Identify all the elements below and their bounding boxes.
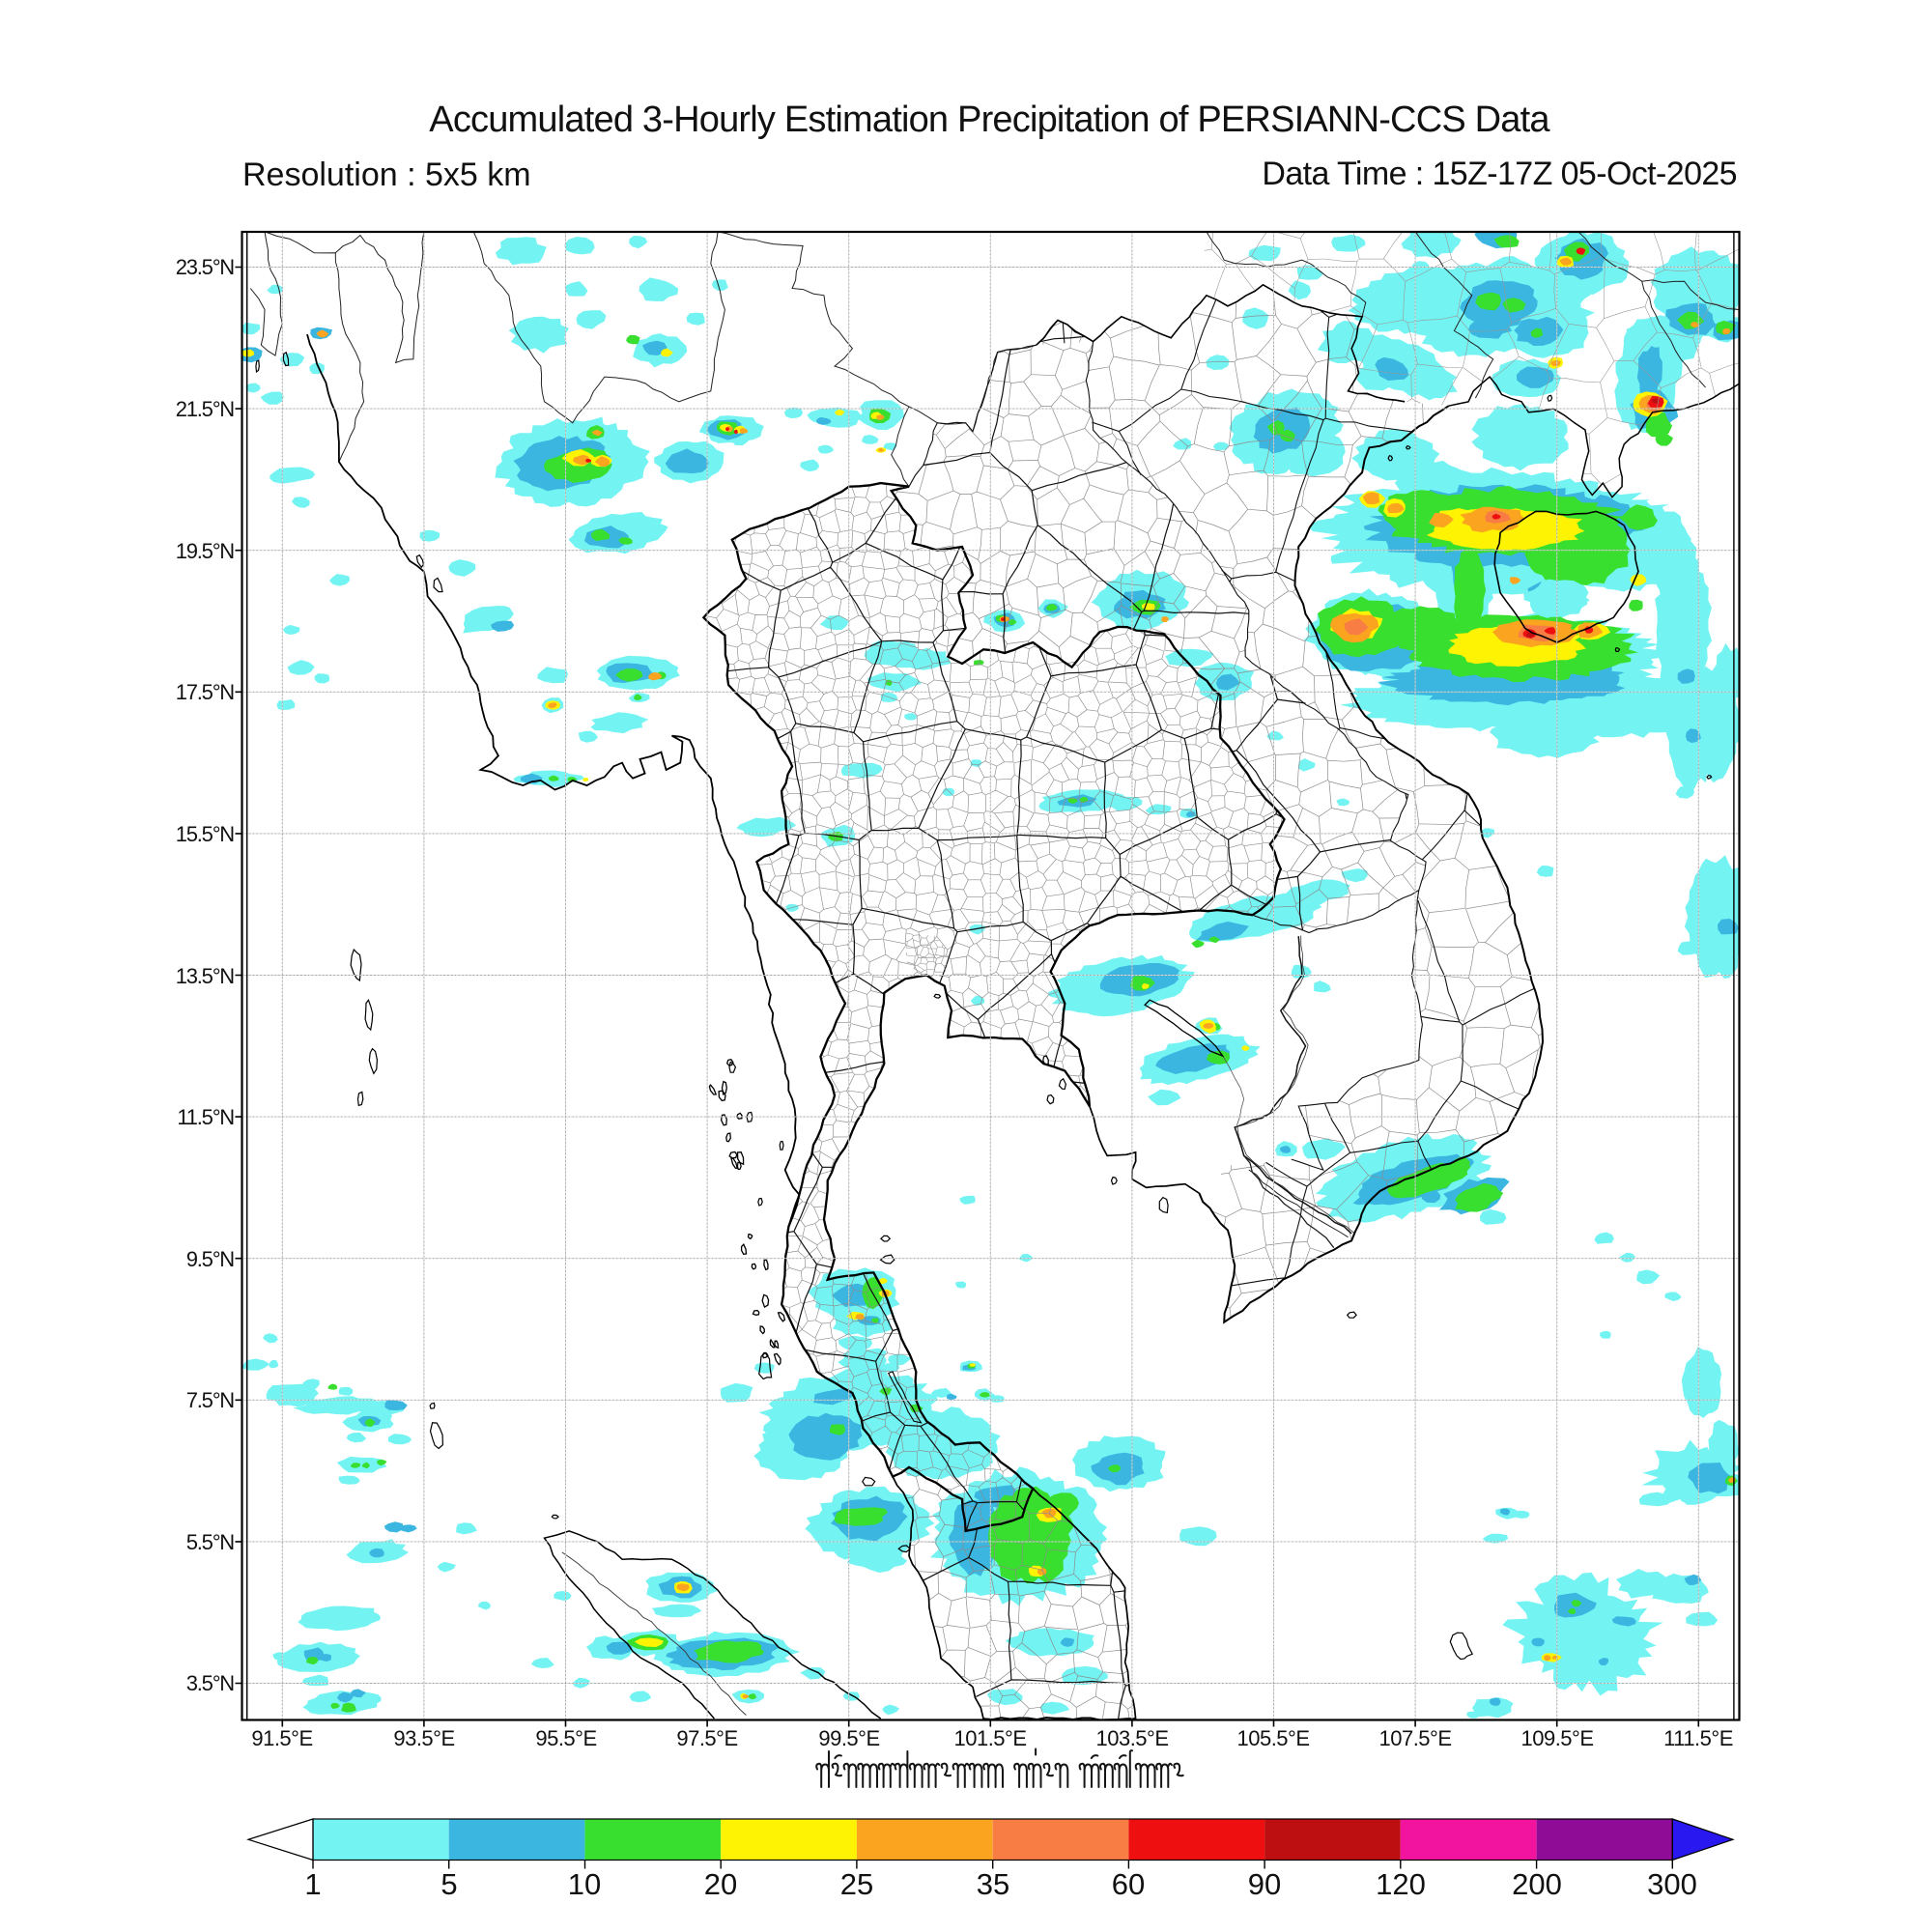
svg-text:90: 90 [1248, 1867, 1281, 1901]
svg-text:105.5°E: 105.5°E [1236, 1726, 1309, 1750]
svg-text:1: 1 [304, 1867, 321, 1901]
svg-text:5: 5 [440, 1867, 457, 1901]
svg-text:120: 120 [1376, 1867, 1426, 1901]
svg-text:25: 25 [840, 1867, 873, 1901]
svg-text:109.5°E: 109.5°E [1520, 1726, 1593, 1750]
svg-text:60: 60 [1112, 1867, 1145, 1901]
svg-text:101.5°E: 101.5°E [953, 1726, 1026, 1750]
svg-text:3.5°N: 3.5°N [186, 1671, 235, 1695]
svg-text:300: 300 [1647, 1867, 1697, 1901]
svg-text:Data Time : 15Z-17Z 05-Oct-202: Data Time : 15Z-17Z 05-Oct-2025 [1262, 156, 1737, 192]
svg-text:23.5°N: 23.5°N [176, 255, 235, 279]
svg-text:9.5°N: 9.5°N [186, 1247, 235, 1271]
svg-text:15.5°N: 15.5°N [176, 822, 235, 846]
svg-text:111.5°E: 111.5°E [1663, 1726, 1733, 1750]
svg-text:103.5°E: 103.5°E [1095, 1726, 1168, 1750]
svg-text:7.5°N: 7.5°N [186, 1388, 235, 1412]
svg-text:5.5°N: 5.5°N [186, 1530, 235, 1554]
svg-text:93.5°E: 93.5°E [393, 1726, 454, 1750]
svg-text:Resolution : 5x5 km: Resolution : 5x5 km [242, 156, 531, 193]
svg-text:11.5°N: 11.5°N [177, 1105, 234, 1129]
svg-text:200: 200 [1512, 1867, 1562, 1901]
svg-text:13.5°N: 13.5°N [176, 964, 235, 988]
svg-text:20: 20 [704, 1867, 737, 1901]
svg-text:19.5°N: 19.5°N [176, 539, 235, 563]
svg-text:Accumulated 3-Hourly Estimatio: Accumulated 3-Hourly Estimation Precipit… [429, 99, 1550, 140]
svg-text:91.5°E: 91.5°E [251, 1726, 312, 1750]
svg-text:107.5°E: 107.5°E [1378, 1726, 1451, 1750]
svg-text:10: 10 [568, 1867, 601, 1901]
svg-text:17.5°N: 17.5°N [176, 680, 235, 704]
svg-text:95.5°E: 95.5°E [535, 1726, 596, 1750]
svg-text:21.5°N: 21.5°N [176, 397, 235, 421]
svg-text:97.5°E: 97.5°E [676, 1726, 737, 1750]
svg-text:35: 35 [977, 1867, 1009, 1901]
svg-text:99.5°E: 99.5°E [818, 1726, 879, 1750]
